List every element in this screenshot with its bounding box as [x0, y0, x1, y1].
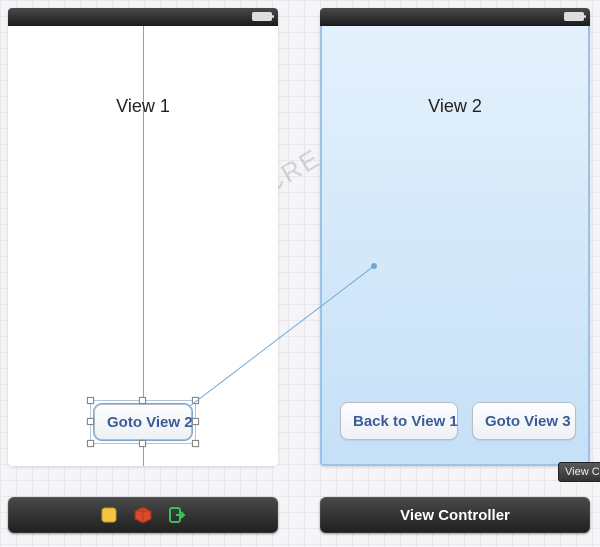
resize-handle[interactable] — [87, 440, 94, 447]
resize-handle[interactable] — [192, 418, 199, 425]
status-bar — [320, 8, 590, 26]
view-body[interactable]: View 2 Back to View 1 Goto View 3 — [320, 26, 590, 466]
label-view2-title[interactable]: View 2 — [322, 96, 588, 117]
goto-view2-button[interactable]: Goto View 2 — [94, 404, 192, 440]
status-bar — [8, 8, 278, 26]
view-body[interactable]: View 1 Goto View 2 — [8, 26, 278, 466]
resize-handle[interactable] — [87, 397, 94, 404]
scene-dock[interactable] — [8, 497, 278, 533]
device-frame: View 2 Back to View 1 Goto View 3 — [320, 8, 590, 466]
scene-dock[interactable]: View Controller — [320, 497, 590, 533]
dock-label: View Controller — [400, 507, 510, 524]
alignment-guide-vertical — [143, 26, 144, 466]
resize-handle[interactable] — [192, 397, 199, 404]
scene-view2[interactable]: View 2 Back to View 1 Goto View 3 — [320, 8, 590, 466]
device-frame: View 1 Goto View 2 — [8, 8, 278, 466]
scene-view1[interactable]: View 1 Goto View 2 — [8, 8, 278, 466]
label-view1-title[interactable]: View 1 — [8, 96, 278, 117]
battery-icon — [252, 12, 272, 21]
resize-handle[interactable] — [87, 418, 94, 425]
first-responder-icon[interactable] — [100, 506, 118, 524]
battery-icon — [564, 12, 584, 21]
exit-icon[interactable] — [168, 506, 186, 524]
back-to-view1-button[interactable]: Back to View 1 — [340, 402, 458, 440]
view-controller-tooltip: View Co — [558, 462, 600, 482]
goto-view3-button[interactable]: Goto View 3 — [472, 402, 576, 440]
exit-cube-icon[interactable] — [134, 506, 152, 524]
resize-handle[interactable] — [192, 440, 199, 447]
